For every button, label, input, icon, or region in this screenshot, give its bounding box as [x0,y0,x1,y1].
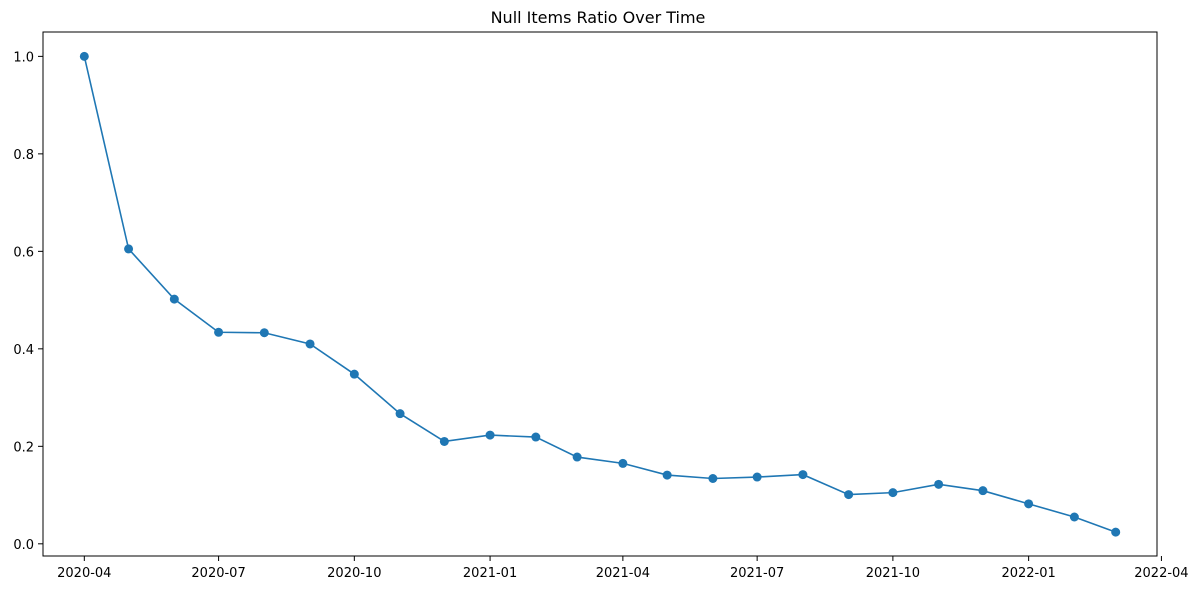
x-tick-label: 2022-04 [1134,566,1188,581]
y-tick-label: 0.6 [13,245,34,260]
y-tick-label: 1.0 [13,50,34,65]
data-point [978,486,988,496]
data-point [485,430,495,440]
data-point [708,474,718,483]
data-point [1069,512,1079,522]
data-point [572,452,582,462]
series-line [83,56,1116,533]
data-point [798,470,808,480]
data-point [79,51,89,61]
plot-frame [42,31,1158,557]
data-point [169,294,179,304]
data-point [844,490,854,500]
data-point [305,339,315,349]
y-tick-label: 0.0 [13,538,34,553]
x-axis: 2020-04 2020-07 2020-10 2021-01 2021-04 2021-… [57,556,1189,581]
x-tick-label: 2021-07 [730,566,784,581]
y-tick-label: 0.4 [13,343,34,358]
y-tick-label: 0.2 [13,440,34,455]
y-axis: 0.0 0.2 0.4 0.6 0.8 1.0 [13,50,43,553]
x-tick-label: 2020-10 [327,566,381,581]
data-point [214,327,224,337]
data-point [395,409,405,419]
x-tick-label: 2021-01 [463,566,517,581]
series-layer [79,51,1121,537]
y-tick-label: 0.8 [13,148,34,163]
x-tick-label: 2020-04 [57,566,111,581]
data-point [124,244,134,254]
data-point [618,458,628,468]
data-point [888,488,898,498]
x-tick-label: 2020-07 [191,566,245,581]
data-point [439,436,449,446]
data-point [1111,527,1121,537]
data-point [1024,499,1034,509]
x-tick-label: 2022-01 [1001,566,1055,581]
x-tick-label: 2021-10 [866,566,920,581]
data-point [662,470,672,480]
data-point [934,479,944,489]
chart-title: Null Items Ratio Over Time [491,8,706,27]
x-tick-label: 2021-04 [596,566,650,581]
data-point [752,472,762,482]
data-point [259,328,269,338]
data-point [349,369,359,379]
data-point [531,432,541,442]
